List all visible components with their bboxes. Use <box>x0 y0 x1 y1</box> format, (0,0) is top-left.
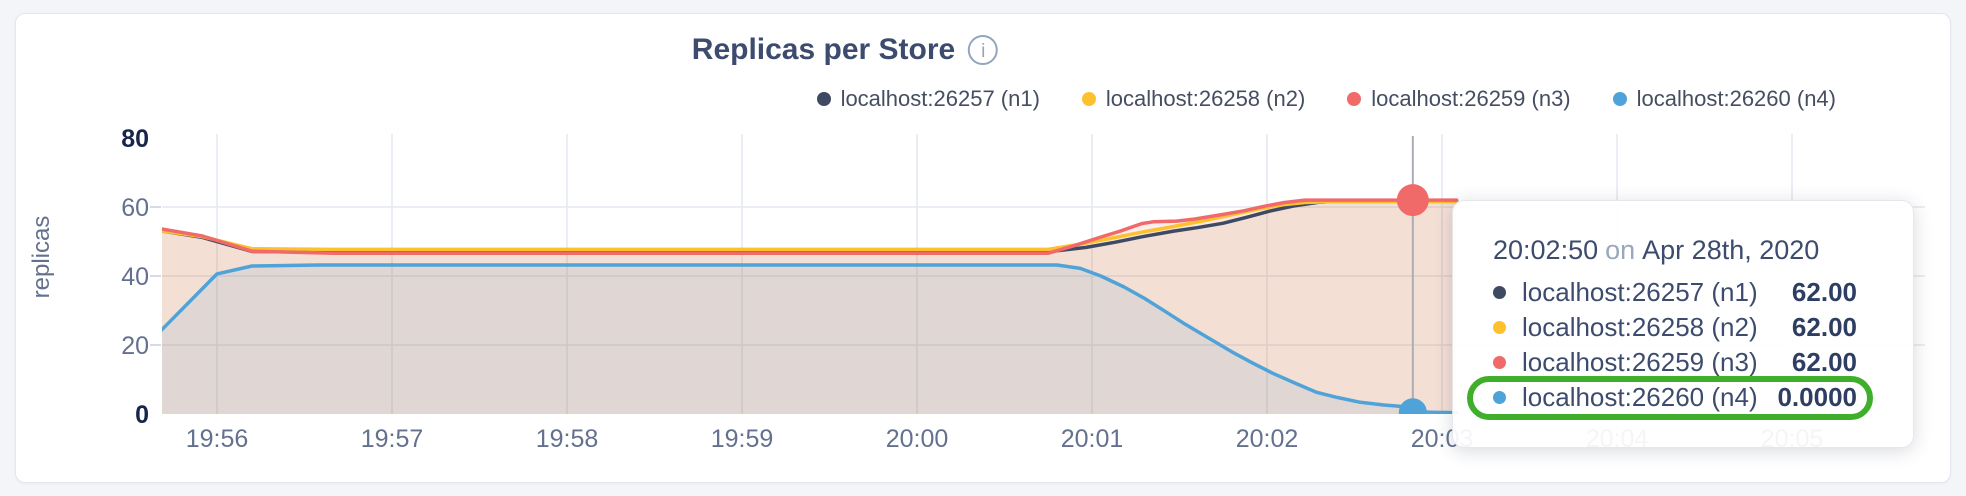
tooltip-series-dot <box>1493 356 1506 369</box>
x-tick-label: 19:58 <box>536 425 599 453</box>
legend-label: localhost:26260 (n4) <box>1636 86 1836 111</box>
y-tick-label: 60 <box>121 194 149 222</box>
legend-item-n1[interactable]: localhost:26257 (n1) <box>816 86 1040 112</box>
chart-header: Replicas per Store i <box>691 33 999 67</box>
tooltip-rows: localhost:26257 (n1) 62.00 localhost:26258… <box>1493 275 1857 415</box>
y-tick-label: 0 <box>135 401 149 429</box>
tooltip-series-dot <box>1493 321 1506 334</box>
info-icon[interactable]: i <box>968 35 999 65</box>
tooltip-row: localhost:26257 (n1) 62.00 <box>1493 275 1857 310</box>
tooltip-series-label: localhost:26259 (n3) <box>1522 347 1758 377</box>
x-tick-label: 20:01 <box>1061 425 1124 453</box>
tooltip-conjunction: on <box>1605 235 1636 265</box>
y-axis-title: replicas <box>28 215 55 299</box>
tooltip-series-label: localhost:26260 (n4) <box>1522 382 1758 412</box>
tooltip-series-dot <box>1493 391 1506 404</box>
legend-dot <box>1081 92 1096 106</box>
y-axis-labels: 0 20 40 60 80 <box>121 125 149 429</box>
legend-dot <box>1612 92 1627 106</box>
tooltip-date: Apr 28th, 2020 <box>1642 235 1820 265</box>
tooltip-series-value: 62.00 <box>1791 277 1857 307</box>
chart-legend: localhost:26257 (n1) localhost:26258 (n2)… <box>816 86 1836 112</box>
series-areas <box>162 200 1457 414</box>
y-tick-label: 80 <box>121 125 149 153</box>
hover-dot-n4 <box>1398 398 1427 414</box>
tooltip-row: localhost:26260 (n4) 0.0000 <box>1493 380 1857 415</box>
legend-item-n3[interactable]: localhost:26259 (n3) <box>1347 86 1571 112</box>
y-tick-label: 20 <box>121 332 149 360</box>
x-tick-label: 20:02 <box>1236 425 1299 453</box>
hover-tooltip: 20:02:50 on Apr 28th, 2020 localhost:26257… <box>1452 200 1914 448</box>
legend-dot <box>816 92 831 106</box>
tooltip-time: 20:02:50 <box>1493 235 1599 265</box>
legend-item-n2[interactable]: localhost:26258 (n2) <box>1081 86 1306 112</box>
legend-label: localhost:26258 (n2) <box>1105 86 1306 111</box>
tooltip-series-value: 62.00 <box>1791 347 1857 377</box>
series-area-n4 <box>162 265 1457 414</box>
legend-item-n4[interactable]: localhost:26260 (n4) <box>1612 86 1836 112</box>
legend-label: localhost:26259 (n3) <box>1371 86 1571 111</box>
x-tick-label: 20:00 <box>886 425 949 453</box>
hover-dots <box>1396 184 1429 414</box>
tooltip-row: localhost:26258 (n2) 62.00 <box>1493 310 1857 345</box>
x-tick-label: 19:56 <box>186 425 249 453</box>
series-line-n2 <box>162 200 1459 252</box>
series-line-n3 <box>162 198 1459 255</box>
legend-dot <box>1347 92 1362 106</box>
tooltip-timestamp: 20:02:50 on Apr 28th, 2020 <box>1493 233 1857 267</box>
y-tick-label: 40 <box>121 263 149 291</box>
tooltip-series-value: 0.0000 <box>1777 382 1857 412</box>
tooltip-series-label: localhost:26258 (n2) <box>1522 312 1758 342</box>
chart-title: Replicas per Store <box>691 33 956 66</box>
tooltip-series-dot <box>1493 286 1506 299</box>
x-tick-label: 19:57 <box>361 425 424 453</box>
tooltip-series-label: localhost:26257 (n1) <box>1522 277 1758 307</box>
legend-label: localhost:26257 (n1) <box>840 86 1040 111</box>
x-axis-labels: 19:56 19:57 19:58 19:59 20:00 20:01 20:02 20:03… <box>186 425 1824 453</box>
hover-dot-n3 <box>1396 184 1429 217</box>
tooltip-series-value: 62.00 <box>1791 312 1857 342</box>
x-tick-label: 19:59 <box>711 425 774 453</box>
tooltip-row: localhost:26259 (n3) 62.00 <box>1493 345 1857 380</box>
